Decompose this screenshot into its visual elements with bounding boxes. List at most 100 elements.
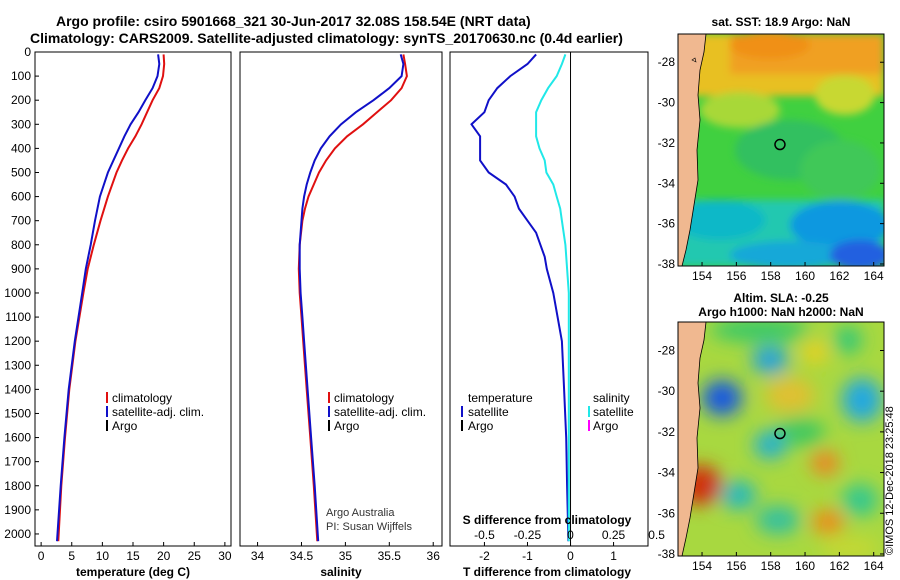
legend-s-satellite: satellite — [593, 405, 634, 419]
difference-series-salinity-satellite — [535, 54, 570, 542]
imos-footer: ©IMOS 12-Dec-2018 23:25:48 — [884, 406, 896, 555]
depth-tick-label: 300 — [11, 117, 31, 131]
salinity-x-tick-label: 36 — [427, 549, 441, 563]
map-lon-label: 154 — [692, 269, 712, 283]
temperature-x-axis: 0 5 10 15 20 25 30 — [38, 542, 232, 563]
salinity-x-axis: 34 34.5 35 35.5 36 — [251, 542, 440, 563]
difference-panel: -2 -1 0 1 -0.5 -0.25 0 0.25 0.5 S difference fr… — [449, 51, 665, 579]
map-lon-label: 164 — [864, 559, 884, 573]
map-lon-label: 162 — [829, 269, 849, 283]
depth-tick-label: 400 — [11, 141, 31, 155]
map-lat-label: -30 — [658, 384, 676, 398]
legend-s-argo: Argo — [593, 419, 619, 433]
sla-map-title-line1: Altim. SLA: -0.25 — [733, 291, 829, 305]
map-lat-label: -34 — [658, 176, 676, 190]
salinity-plot-frame — [239, 51, 443, 547]
temperature-series-satellite-adj-clim- — [56, 54, 161, 542]
temperature-panel: 0100200300400500600700800900100011001200… — [4, 45, 232, 579]
map-lon-label: 156 — [726, 269, 746, 283]
depth-tick-label: 900 — [11, 262, 31, 276]
temperature-x-tick-label: 20 — [157, 549, 171, 563]
salinity-profiles — [297, 54, 408, 542]
map-lat-label: -36 — [658, 506, 676, 520]
salinity-x-tick-label: 35.5 — [378, 549, 402, 563]
depth-tick-label: 1400 — [4, 382, 31, 396]
sla-map: Altim. SLA: -0.25 Argo h1000: NaN h2000:… — [658, 291, 885, 573]
difference-x-label: T difference from climatology — [463, 565, 631, 579]
legend-t-satellite: satellite — [468, 405, 509, 419]
sst-map-axes: 154 156 158 160 162 164 -28 -30 -32 -34 -36 -38 — [658, 55, 884, 283]
temperature-x-tick-label: 5 — [68, 549, 75, 563]
temperature-x-tick-label: 25 — [188, 549, 202, 563]
temperature-diff-legend: temperature satellite Argo — [461, 391, 533, 433]
depth-tick-label: 700 — [11, 214, 31, 228]
map-lat-label: -28 — [658, 343, 676, 357]
salinity-x-tick-label: 34.5 — [290, 549, 314, 563]
sla-map-title-line2: Argo h1000: NaN h2000: NaN — [698, 305, 863, 319]
map-lat-label: -30 — [658, 96, 676, 110]
salinity-x-label: salinity — [320, 565, 362, 579]
map-lon-label: 158 — [761, 269, 781, 283]
temperature-legend: climatology satellite-adj. clim. Argo — [106, 391, 204, 433]
salinity-diff-tick-label: 0 — [567, 528, 574, 542]
difference-x-tick-label: 0 — [567, 549, 574, 563]
map-lon-label: 158 — [761, 559, 781, 573]
depth-tick-label: 1100 — [5, 310, 31, 324]
depth-tick-label: 500 — [11, 165, 31, 179]
map-lon-label: 162 — [829, 559, 849, 573]
salinity-diff-tick-label: -0.5 — [474, 528, 495, 542]
legend-temperature-heading: temperature — [468, 391, 533, 405]
depth-tick-label: 0 — [24, 45, 31, 59]
map-lat-label: -32 — [658, 425, 676, 439]
temperature-x-tick-label: 30 — [218, 549, 232, 563]
depth-tick-label: 100 — [11, 69, 31, 83]
map-lon-label: 164 — [864, 269, 884, 283]
coastline-australia — [678, 34, 707, 266]
salinity-diff-legend: salinity satellite Argo — [588, 391, 634, 433]
salinity-diff-tick-label: 0.5 — [648, 528, 665, 542]
depth-tick-label: 1200 — [4, 334, 31, 348]
credit-line2: PI: Susan Wijffels — [326, 521, 412, 533]
coastline-australia — [678, 322, 707, 556]
sla-map-frame — [677, 321, 885, 557]
map-lat-label: -34 — [658, 466, 676, 480]
sla-profile-marker — [774, 427, 786, 440]
sst-profile-marker — [774, 138, 786, 151]
depth-tick-label: 1900 — [4, 503, 31, 517]
salinity-series-satellite-adj-clim- — [298, 54, 405, 542]
salinity-diff-tick-label: 0.25 — [602, 528, 626, 542]
legend-climatology: climatology — [112, 391, 172, 405]
temperature-profiles — [56, 54, 166, 542]
difference-x-tick-label: -1 — [522, 549, 533, 563]
depth-tick-label: 1700 — [4, 455, 31, 469]
map-lon-label: 160 — [795, 559, 815, 573]
salinity-series-climatology — [297, 54, 408, 542]
depth-axis: 0 100 200 300 400 500 600 700 800 900 1000 1100 1200… — [4, 45, 39, 541]
depth-tick-label: 1000 — [4, 286, 31, 300]
temperature-series-climatology — [57, 54, 166, 542]
legend-salinity-heading: salinity — [593, 391, 630, 405]
credit-line1: Argo Australia — [326, 507, 395, 519]
salinity-x-tick-label: 34 — [251, 549, 265, 563]
depth-tick-label: 600 — [11, 190, 31, 204]
difference-x-axis: -2 -1 0 1 — [479, 542, 617, 563]
map-lat-label: -38 — [658, 547, 676, 561]
map-lat-label: -36 — [658, 217, 676, 231]
depth-tick-label: 200 — [11, 93, 31, 107]
legend-t-argo: Argo — [468, 419, 494, 433]
temperature-x-tick-label: 0 — [38, 549, 45, 563]
difference-series-temperature-satellite — [470, 53, 570, 542]
difference-plot-frame — [449, 51, 649, 547]
salinity-panel: 34 34.5 35 35.5 36 salinity climatology sate… — [239, 51, 443, 579]
difference-x-tick-label: 1 — [610, 549, 617, 563]
sst-field — [678, 34, 884, 266]
sla-map-axes: 154 156 158 160 162 164 -28 -30 -32 -34 -36 -38 — [658, 343, 884, 573]
depth-tick-label: 1500 — [4, 406, 31, 420]
sst-map-title: sat. SST: 18.9 Argo: NaN — [712, 15, 851, 29]
depth-tick-label: 1600 — [4, 431, 31, 445]
sst-map-frame — [677, 33, 885, 267]
map-lon-label: 160 — [795, 269, 815, 283]
legend-satellite-adj: satellite-adj. clim. — [334, 405, 426, 419]
salinity-diff-tick-label: -0.25 — [514, 528, 542, 542]
